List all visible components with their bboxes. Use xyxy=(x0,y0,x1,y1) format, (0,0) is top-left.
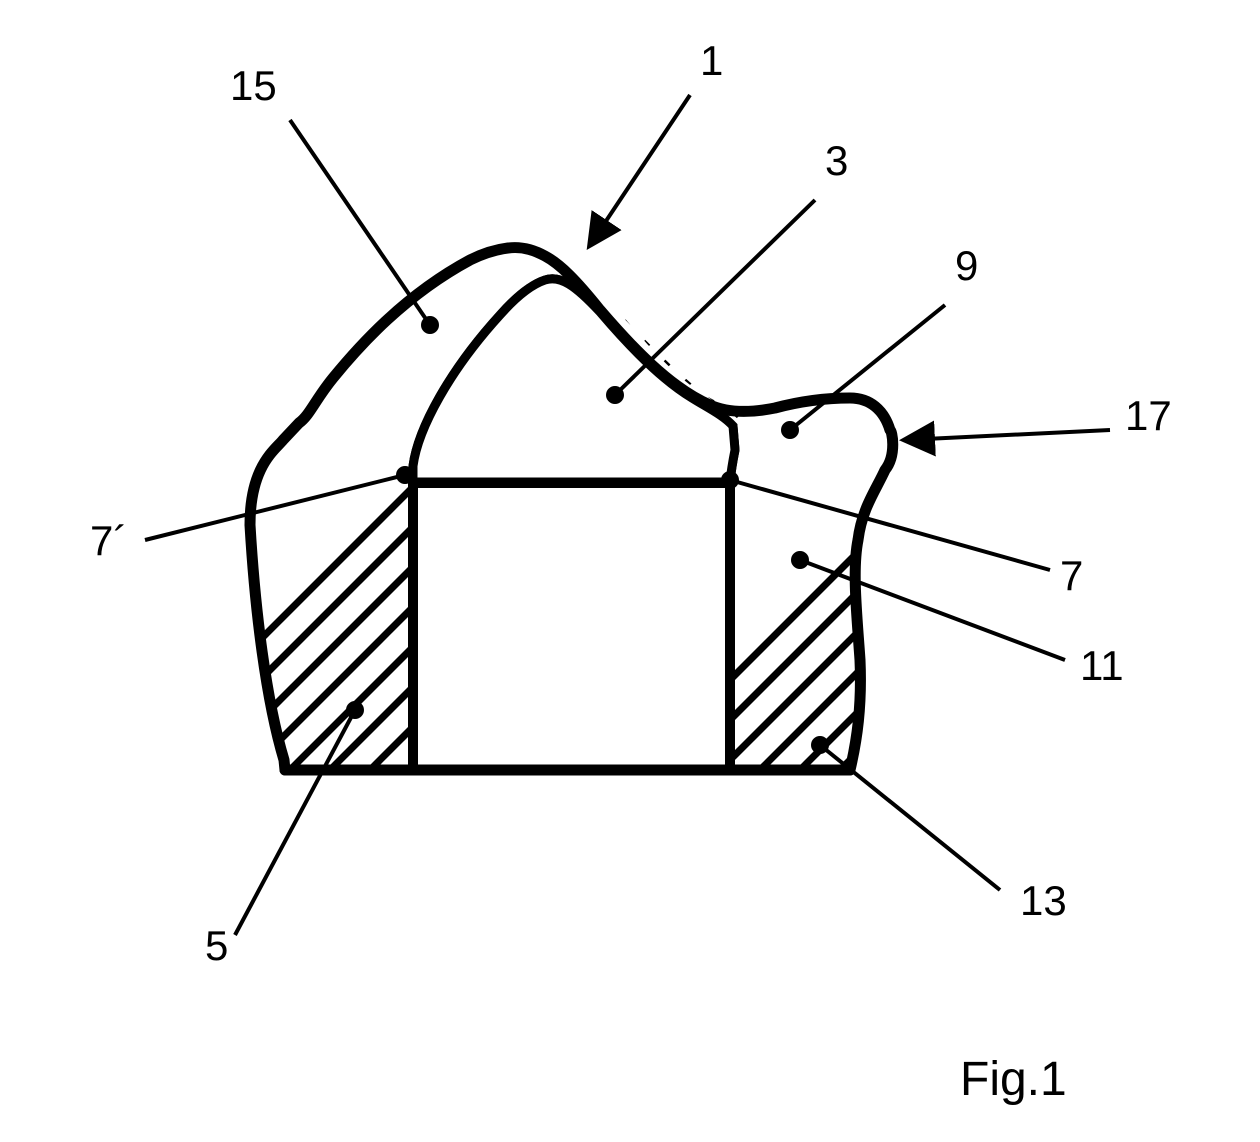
leader-17 xyxy=(905,430,1110,440)
leader-1 xyxy=(590,95,690,245)
leader-3 xyxy=(608,200,815,402)
label-3: 3 xyxy=(825,137,848,184)
label-9: 9 xyxy=(955,242,978,289)
leader-5 xyxy=(235,703,362,935)
label-7: 7 xyxy=(1060,552,1083,599)
label-11: 11 xyxy=(1080,642,1124,689)
leader-11 xyxy=(793,553,1065,660)
figure-caption: Fig.1 xyxy=(960,1053,1067,1106)
leader-15 xyxy=(290,120,437,332)
label-1: 1 xyxy=(700,37,723,84)
leader-13 xyxy=(813,738,1000,890)
label-13: 13 xyxy=(1020,877,1067,924)
label-17: 17 xyxy=(1125,392,1172,439)
label-5: 5 xyxy=(205,922,228,969)
leader-9 xyxy=(783,305,945,437)
figure-diagram: 1 3 9 17 7 11 13 15 7´ 5 Fig.1 xyxy=(0,0,1260,1142)
label-15: 15 xyxy=(230,62,277,109)
leader-7 xyxy=(723,473,1050,570)
label-7p: 7´ xyxy=(90,517,127,564)
inner-cavity xyxy=(413,483,730,770)
